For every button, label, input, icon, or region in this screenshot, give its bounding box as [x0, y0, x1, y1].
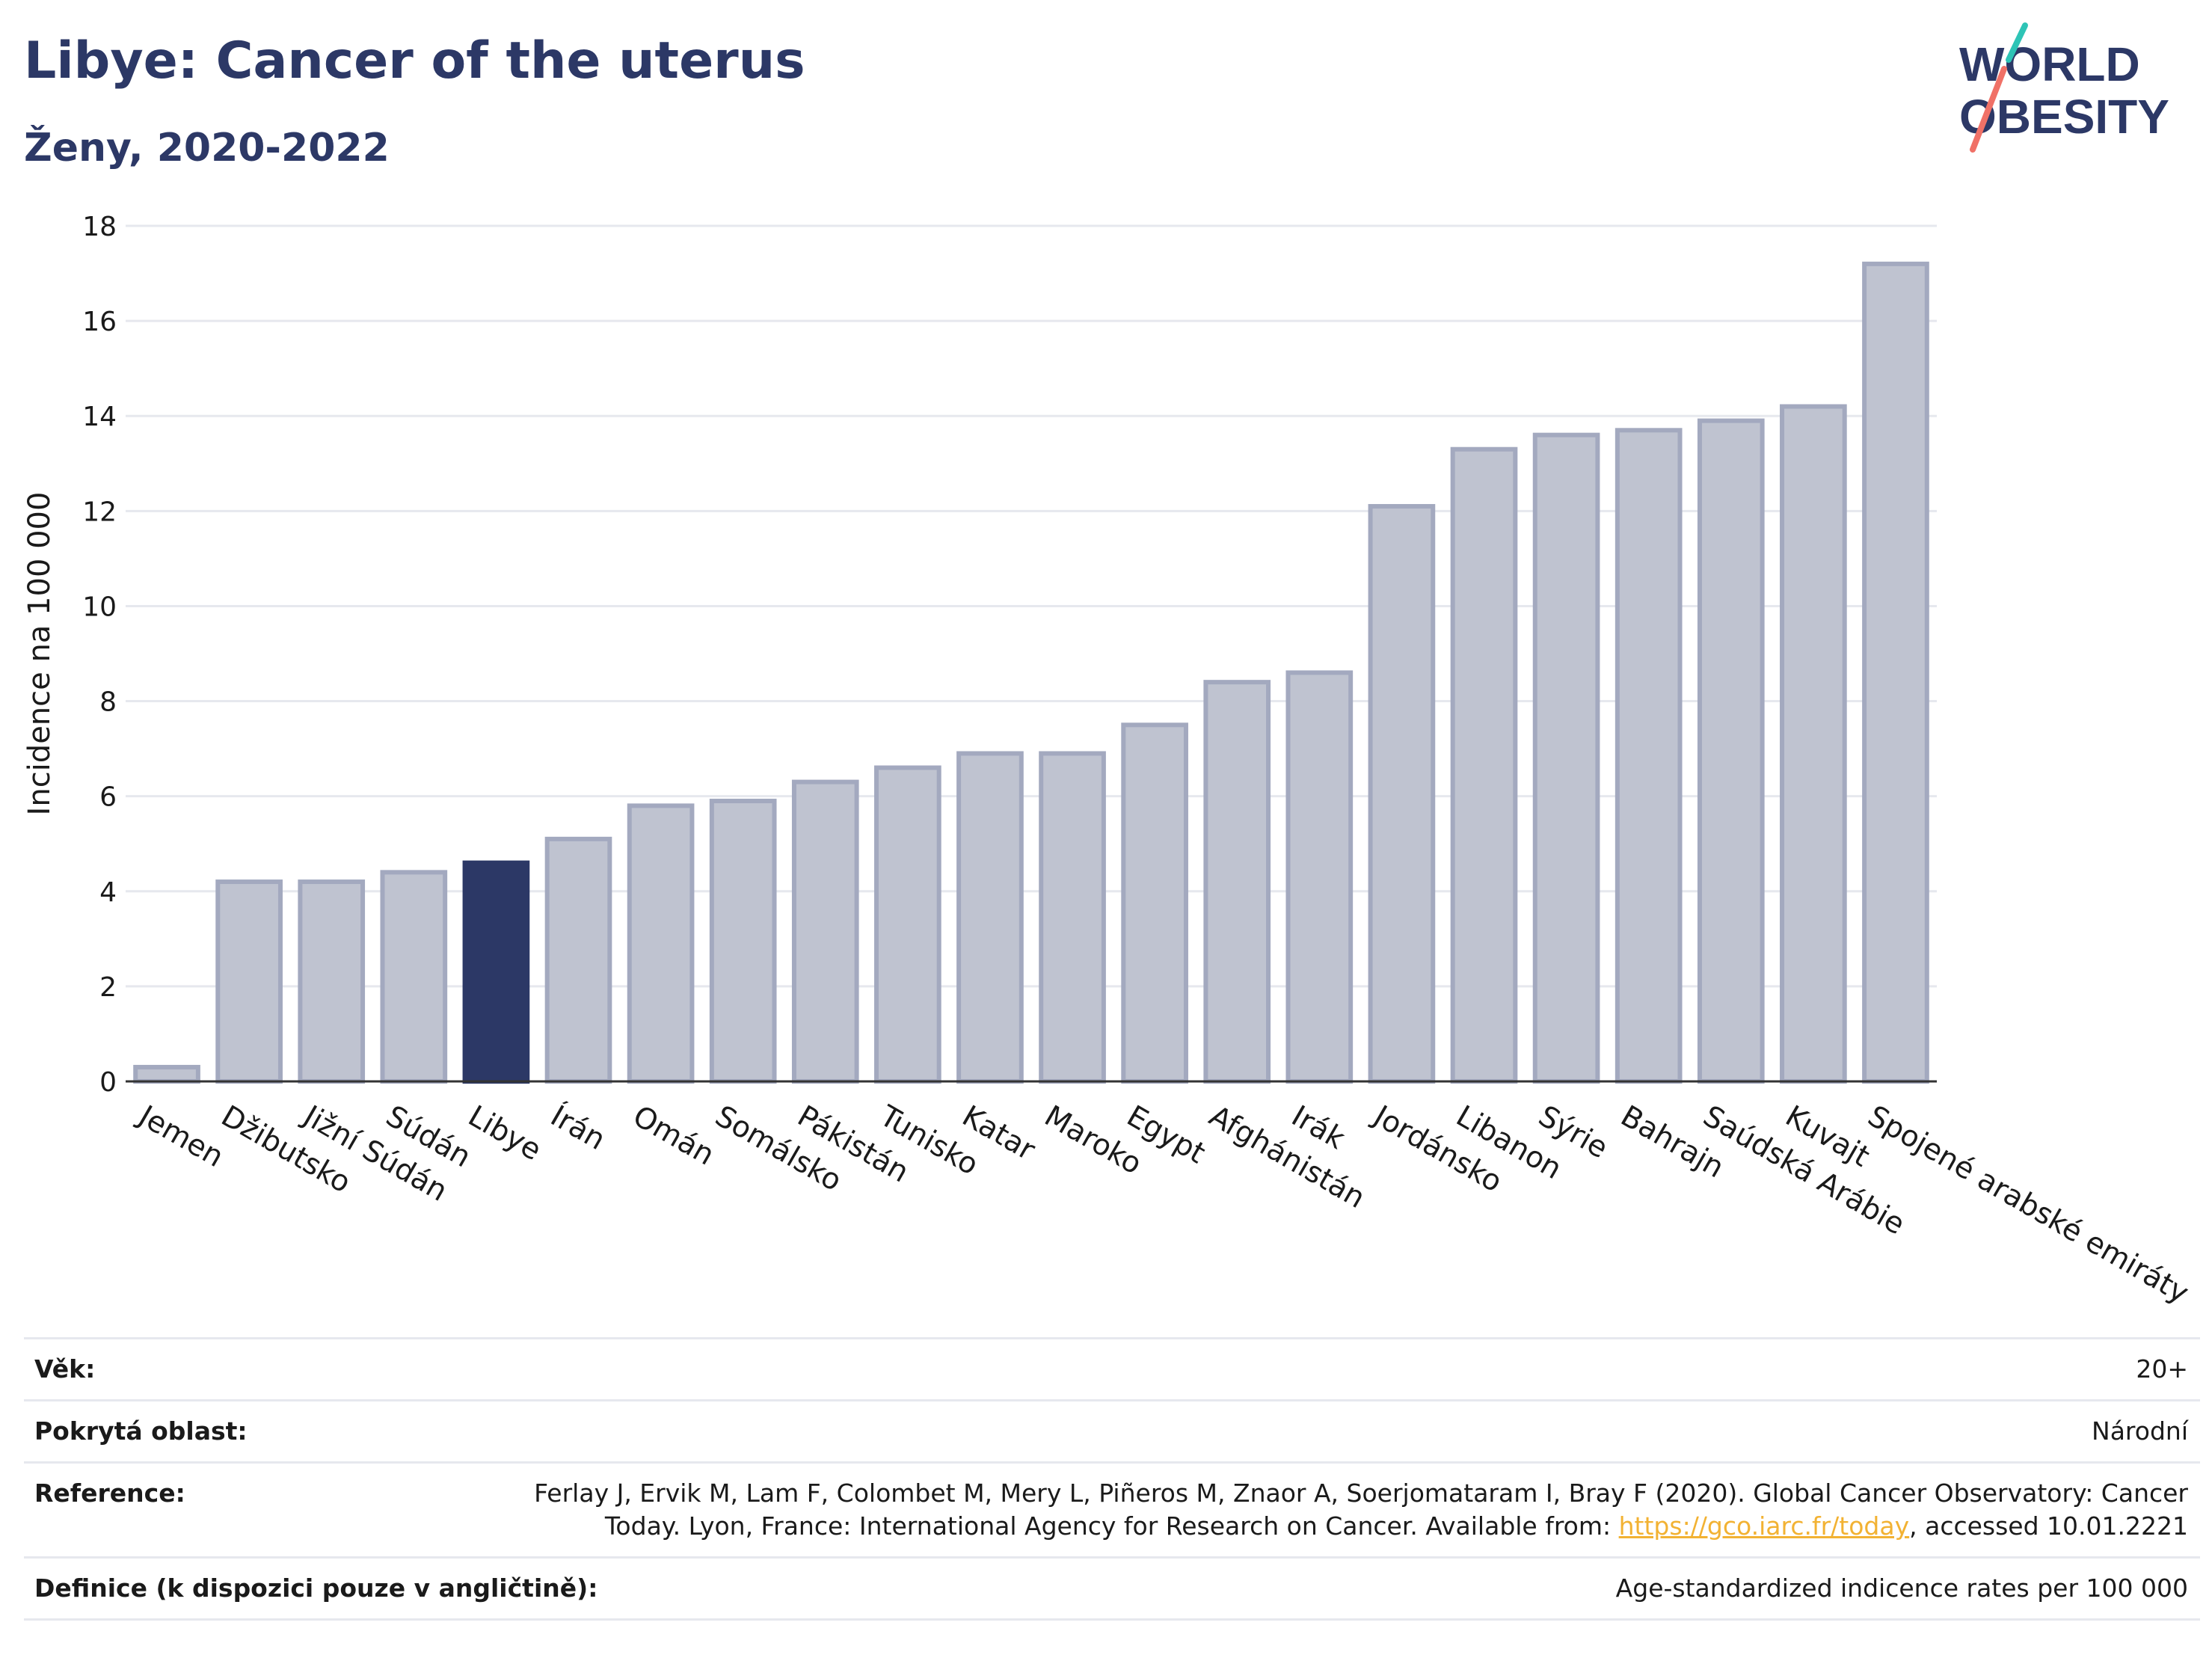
definition-label: Definice (k dispozici pouze v angličtině… — [34, 1573, 598, 1603]
bar-highlighted — [462, 860, 530, 1084]
info-row-definition: Definice (k dispozici pouze v angličtině… — [24, 1559, 2200, 1621]
bar — [1450, 446, 1518, 1084]
y-axis-label: Incidence na 100 000 — [22, 492, 57, 816]
logo-slash-teal-icon — [2006, 22, 2028, 63]
y-tick-label: 2 — [99, 972, 117, 1003]
bar — [956, 751, 1024, 1084]
bar — [874, 765, 941, 1084]
bar — [1780, 404, 1847, 1084]
bar — [544, 836, 612, 1084]
bar — [1121, 722, 1188, 1084]
bar — [1285, 670, 1354, 1084]
x-tick-label: Omán — [627, 1099, 720, 1173]
info-row-age: Věk: 20+ — [24, 1339, 2200, 1401]
bar — [627, 803, 695, 1084]
bar — [380, 870, 448, 1084]
reference-value: Ferlay J, Ervik M, Lam F, Colombet M, Me… — [468, 1477, 2188, 1543]
reference-accessed: , accessed 10.01.2221 — [1909, 1511, 2188, 1541]
x-tick-label: Afghánistán — [1203, 1099, 1371, 1215]
y-tick-label: 6 — [99, 782, 117, 813]
y-tick-label: 12 — [82, 497, 117, 527]
bar — [791, 779, 859, 1084]
bar — [1532, 432, 1600, 1084]
logo-slash-coral-icon — [1970, 66, 2007, 153]
bars — [133, 261, 1929, 1084]
x-tick-label: Jemen — [131, 1098, 229, 1174]
y-tick-label: 18 — [82, 212, 117, 242]
info-row-reference: Reference: Ferlay J, Ervik M, Lam F, Col… — [24, 1464, 2200, 1559]
y-tick-label: 10 — [82, 592, 117, 622]
x-tick-label: Írán — [545, 1098, 612, 1157]
bar — [709, 799, 777, 1084]
bar — [215, 879, 283, 1084]
info-row-coverage: Pokrytá oblast: Národní — [24, 1401, 2200, 1464]
bar — [1203, 680, 1271, 1084]
logo-line1: WORLD — [1959, 37, 2140, 91]
world-obesity-logo: WORLD OBESITY — [1959, 22, 2169, 153]
reference-text: Ferlay J, Ervik M, Lam F, Colombet M, Me… — [534, 1479, 2188, 1541]
bar — [1039, 751, 1106, 1084]
x-tick-label: Libye — [462, 1099, 547, 1167]
y-tick-label: 8 — [99, 687, 117, 718]
bar — [1368, 503, 1436, 1084]
info-table: Věk: 20+ Pokrytá oblast: Národní Referen… — [24, 1337, 2200, 1621]
y-tick-label: 14 — [82, 402, 117, 432]
bar — [298, 879, 366, 1084]
coverage-label: Pokrytá oblast: — [34, 1416, 248, 1446]
bar — [1615, 428, 1683, 1084]
definition-value: Age-standardized indicence rates per 100… — [1615, 1573, 2188, 1603]
coverage-value: Národní — [2092, 1416, 2188, 1446]
reference-link[interactable]: https://gco.iarc.fr/today — [1618, 1511, 1910, 1541]
y-tick-labels: 0 2 4 6 8 10 12 14 16 18 — [82, 212, 117, 1098]
x-tick-label: Spojené arabské emiráty — [1862, 1099, 2194, 1310]
y-tick-label: 16 — [82, 307, 117, 337]
y-tick-label: 4 — [99, 877, 117, 908]
chart-subtitle: Ženy, 2020-2022 — [24, 126, 390, 171]
age-label: Věk: — [34, 1354, 96, 1384]
bar — [1862, 261, 1929, 1084]
age-value: 20+ — [2136, 1354, 2188, 1384]
bar — [133, 1064, 200, 1084]
chart-title: Libye: Cancer of the uterus — [24, 31, 805, 90]
y-tick-label: 0 — [99, 1067, 117, 1098]
bar — [1697, 418, 1765, 1084]
reference-label: Reference: — [34, 1479, 185, 1508]
